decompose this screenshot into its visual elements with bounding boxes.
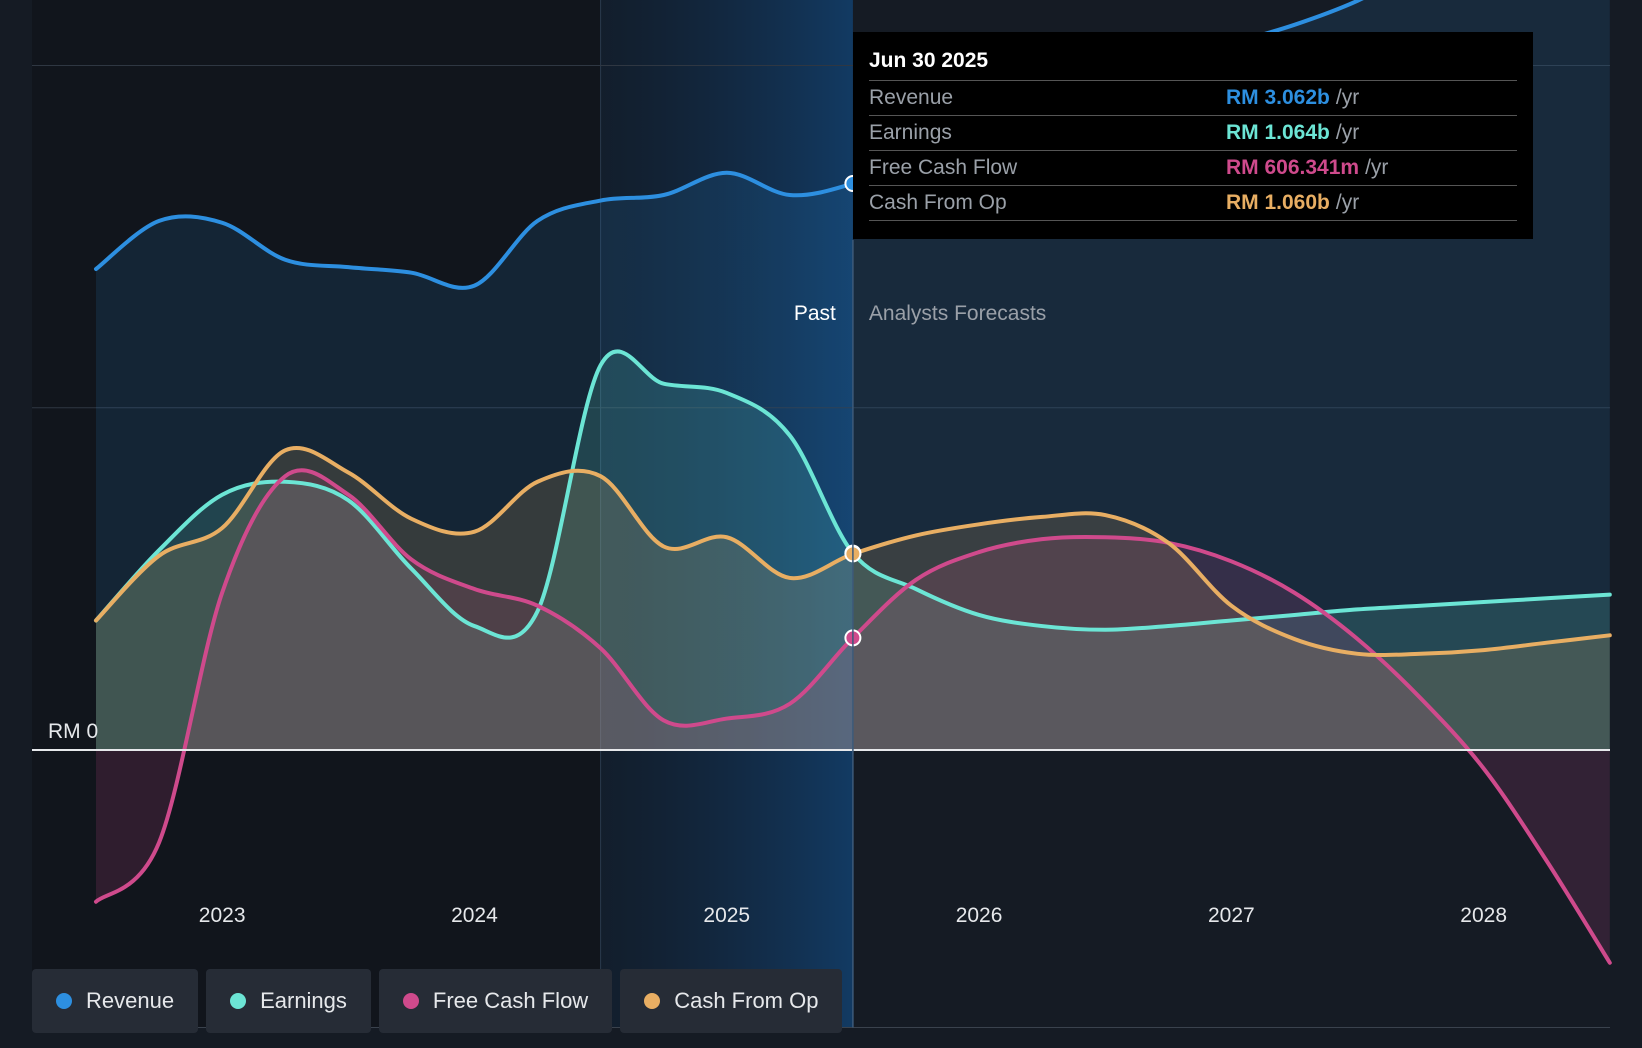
tooltip-unit: /yr — [1335, 191, 1360, 214]
legend-dot-icon — [56, 993, 72, 1009]
legend-dot-icon — [230, 993, 247, 1009]
x-tick-label: 2026 — [956, 904, 1003, 927]
tooltip-label: Cash From Op — [869, 191, 1007, 214]
legend: Revenue Earnings Free Cash Flow Cash Fro… — [32, 969, 843, 1033]
x-tick-label: 2028 — [1460, 904, 1507, 927]
tooltip-value: RM 606.341m — [1226, 156, 1360, 179]
tooltip-value: RM 3.062b — [1226, 86, 1330, 109]
legend-item-free-cash-flow[interactable]: Free Cash Flow — [378, 969, 613, 1033]
legend-label: Free Cash Flow — [432, 988, 589, 1013]
tooltip-row-earnings: Earnings RM 1.064b /yr — [869, 116, 1517, 151]
tooltip-unit: /yr — [1335, 121, 1360, 144]
x-tick-label: 2025 — [703, 904, 750, 927]
legend-dot-icon — [402, 993, 419, 1009]
tooltip: Jun 30 2025 Revenue RM 3.062b /yr Earnin… — [853, 32, 1533, 239]
tooltip-label: Revenue — [869, 86, 954, 109]
tooltip-unit: /yr — [1365, 156, 1389, 179]
tooltip-label: Free Cash Flow — [869, 156, 1018, 179]
forecast-label: Analysts Forecasts — [869, 302, 1046, 325]
tooltip-value: RM 1.064b — [1226, 121, 1330, 144]
tooltip-value: RM 1.060b — [1226, 191, 1330, 214]
series-line — [94, 446, 1612, 658]
legend-dot-icon — [644, 993, 661, 1009]
past-label: Past — [794, 302, 836, 325]
legend-item-cash-from-op[interactable]: Cash From Op — [620, 969, 843, 1033]
tooltip-unit: /yr — [1335, 86, 1360, 109]
y-axis-label: RM 0 — [48, 720, 98, 743]
x-tick-label: 2023 — [199, 904, 246, 927]
tooltip-row-cash-from-op: Cash From Op RM 1.060b /yr — [869, 186, 1517, 221]
legend-label: Revenue — [86, 988, 175, 1013]
tooltip-date: Jun 30 2025 — [869, 46, 1517, 81]
series-area — [96, 351, 1610, 750]
tooltip-row-free-cash-flow: Free Cash Flow RM 606.341m /yr — [869, 151, 1517, 186]
series-line — [94, 468, 1612, 965]
past-region — [32, 0, 601, 1028]
tooltip-label: Earnings — [869, 121, 952, 144]
legend-label: Cash From Op — [674, 988, 819, 1013]
legend-item-revenue[interactable]: Revenue — [32, 969, 199, 1033]
tooltip-row-revenue: Revenue RM 3.062b /yr — [869, 81, 1517, 116]
legend-label: Earnings — [260, 988, 347, 1013]
x-tick-label: 2024 — [451, 904, 498, 927]
x-tick-label: 2027 — [1208, 904, 1255, 927]
legend-item-earnings[interactable]: Earnings — [206, 969, 371, 1033]
